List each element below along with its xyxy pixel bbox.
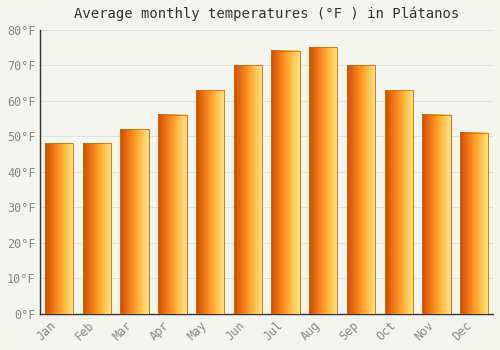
Bar <box>460 133 488 314</box>
Bar <box>196 90 224 314</box>
Bar <box>158 115 186 314</box>
Bar <box>309 47 338 314</box>
Bar <box>120 129 149 314</box>
Bar <box>196 90 224 314</box>
Bar <box>384 90 413 314</box>
Bar <box>347 65 375 314</box>
Bar <box>120 129 149 314</box>
Bar <box>158 115 186 314</box>
Bar <box>83 143 111 314</box>
Bar <box>347 65 375 314</box>
Bar <box>422 115 450 314</box>
Bar <box>234 65 262 314</box>
Bar <box>45 143 74 314</box>
Bar <box>422 115 450 314</box>
Title: Average monthly temperatures (°F ) in Plátanos: Average monthly temperatures (°F ) in Pl… <box>74 7 460 21</box>
Bar <box>45 143 74 314</box>
Bar <box>83 143 111 314</box>
Bar <box>272 51 299 314</box>
Bar <box>384 90 413 314</box>
Bar <box>460 133 488 314</box>
Bar <box>234 65 262 314</box>
Bar <box>272 51 299 314</box>
Bar <box>309 47 338 314</box>
